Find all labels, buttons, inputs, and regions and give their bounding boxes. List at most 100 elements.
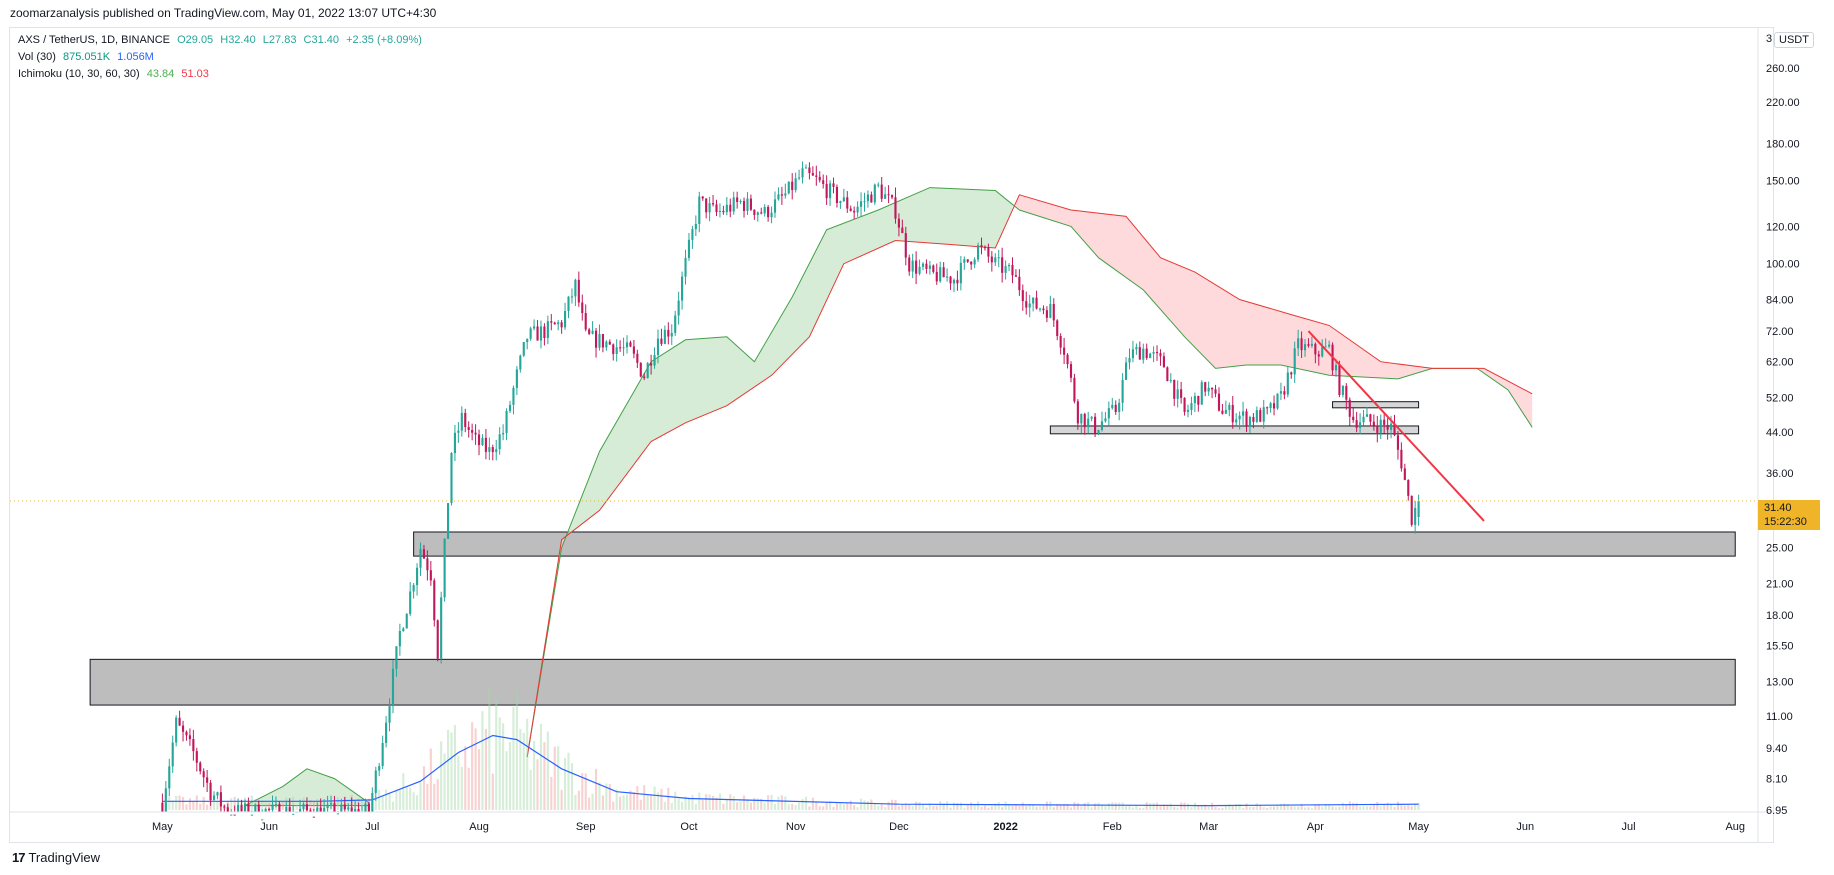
candle-body <box>247 803 250 812</box>
candle-body <box>495 449 498 453</box>
candle-body <box>980 245 983 248</box>
candle-body <box>1252 416 1255 422</box>
annotation-lines-layer <box>10 330 1757 522</box>
volume-bar <box>1214 806 1217 810</box>
candle-body <box>319 807 322 812</box>
volume-bar <box>1379 806 1382 810</box>
candle-body <box>1414 507 1417 525</box>
volume-bar <box>1248 806 1252 810</box>
candle-body <box>825 183 828 199</box>
volume-bar <box>1386 802 1389 810</box>
candle-body <box>650 363 653 366</box>
candle-body <box>477 434 481 446</box>
volume-bar <box>935 805 938 810</box>
candle-body <box>195 751 198 763</box>
volume-bar <box>959 802 962 810</box>
volume-bar <box>581 773 584 810</box>
volume-bar <box>264 802 267 810</box>
price-tick-label: 150.00 <box>1766 176 1800 188</box>
candle-body <box>181 725 185 732</box>
volume-bar <box>753 797 756 810</box>
candle-body <box>1004 266 1007 273</box>
volume-bar <box>646 794 649 810</box>
candle-body <box>577 279 580 303</box>
candle-body <box>1025 301 1028 308</box>
price-tick-label: 62.00 <box>1766 357 1794 369</box>
volume-bar <box>1362 806 1365 810</box>
volume-bar <box>192 800 195 810</box>
candle-body <box>591 330 594 334</box>
volume-bar <box>588 797 591 810</box>
candle-body <box>264 809 267 812</box>
volume-bar <box>825 802 828 810</box>
volume-bar <box>911 806 914 810</box>
volume-bar <box>1259 805 1262 810</box>
volume-bar <box>1338 806 1341 810</box>
volume-bar <box>684 796 687 810</box>
candle-body <box>323 808 326 812</box>
volume-bar <box>591 793 594 810</box>
candle-body <box>1393 423 1396 436</box>
volume-bar <box>966 805 969 810</box>
volume-bar <box>674 791 677 810</box>
volume-bar <box>787 804 790 810</box>
currency-button[interactable]: USDT <box>1774 32 1814 48</box>
tradingview-footer[interactable]: 17 TradingView <box>12 850 100 865</box>
candle-body <box>1197 396 1200 405</box>
time-tick-label: Jun <box>260 821 278 833</box>
chart-frame[interactable] <box>9 27 1774 843</box>
candle-body <box>378 765 381 771</box>
price-tick-label: 13.00 <box>1766 677 1794 689</box>
candle-body <box>1183 397 1186 412</box>
volume-bar <box>780 795 783 810</box>
candle-body <box>202 771 205 778</box>
volume-bar <box>770 794 773 810</box>
candle-body <box>856 206 859 213</box>
candle-body <box>1166 367 1169 382</box>
time-tick-label: May <box>1408 821 1429 833</box>
volume-bar <box>1183 802 1186 810</box>
volume-bar <box>374 798 377 810</box>
candle-body <box>1204 382 1207 392</box>
volume-bar <box>336 797 339 810</box>
volume-bar <box>594 768 598 810</box>
candle-body <box>433 580 436 621</box>
volume-bar <box>866 801 870 810</box>
volume-bar <box>505 751 508 810</box>
volume-bar <box>742 795 746 810</box>
candle-body <box>1052 303 1055 321</box>
volume-bar <box>230 798 233 810</box>
candle-body <box>853 210 856 213</box>
volume-bar <box>701 799 704 810</box>
volume-bar <box>963 807 966 810</box>
volume-bar <box>412 792 415 810</box>
volume-bar <box>773 803 777 810</box>
volume-bar <box>1262 807 1265 810</box>
candle-body <box>1386 424 1389 430</box>
candle-body <box>1286 372 1289 395</box>
volume-bar <box>385 789 388 810</box>
price-tick-label: 100.00 <box>1766 259 1800 271</box>
candle-body <box>691 229 694 240</box>
candle-body <box>457 430 460 433</box>
candle-body <box>1121 379 1124 403</box>
volume-bar <box>391 801 395 810</box>
ichimoku-span-b-line <box>526 194 1533 758</box>
volume-bar <box>1059 804 1062 810</box>
volume-bar <box>863 800 866 810</box>
volume-bar <box>474 728 477 810</box>
candle-body <box>206 777 209 783</box>
candle-body <box>639 362 642 377</box>
volume-bar <box>859 798 863 810</box>
candle-body <box>663 329 666 344</box>
time-tick-label: Feb <box>1103 821 1122 833</box>
candle-body <box>1365 414 1369 417</box>
candle-body <box>949 276 952 284</box>
volume-bar <box>539 723 543 810</box>
candle-body <box>1035 297 1038 309</box>
volume-bar <box>1341 802 1344 810</box>
candle-body <box>409 591 412 614</box>
volume-bar <box>1176 807 1179 810</box>
volume-bar <box>1314 804 1317 810</box>
